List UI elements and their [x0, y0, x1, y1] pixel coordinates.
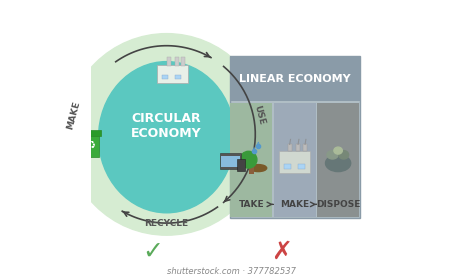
FancyBboxPatch shape: [221, 156, 240, 167]
Bar: [175, 75, 181, 79]
FancyBboxPatch shape: [220, 153, 241, 169]
Text: DISPOSE: DISPOSE: [316, 200, 360, 209]
Text: MAKE: MAKE: [66, 100, 82, 130]
Bar: [175, 57, 179, 66]
Text: TAKE: TAKE: [238, 200, 264, 209]
FancyBboxPatch shape: [81, 130, 101, 136]
FancyBboxPatch shape: [83, 134, 99, 157]
Bar: [284, 164, 291, 169]
Bar: [296, 144, 300, 151]
Text: ✗: ✗: [271, 240, 292, 264]
Text: ♻: ♻: [87, 139, 95, 149]
FancyBboxPatch shape: [230, 56, 360, 218]
Bar: [288, 144, 292, 151]
Bar: [181, 57, 185, 66]
FancyBboxPatch shape: [317, 103, 359, 217]
Ellipse shape: [334, 147, 342, 154]
Ellipse shape: [250, 165, 267, 172]
Ellipse shape: [326, 155, 351, 172]
Text: RECYCLE: RECYCLE: [145, 219, 188, 228]
FancyBboxPatch shape: [157, 65, 188, 83]
FancyBboxPatch shape: [237, 159, 245, 171]
Bar: [163, 75, 168, 79]
Text: MAKE: MAKE: [280, 200, 309, 209]
Ellipse shape: [339, 151, 349, 159]
Text: USE: USE: [252, 104, 266, 126]
FancyBboxPatch shape: [231, 103, 272, 217]
Bar: [167, 57, 171, 66]
Bar: [298, 164, 304, 169]
Circle shape: [240, 151, 257, 168]
Bar: [303, 144, 307, 151]
Ellipse shape: [327, 151, 338, 159]
Text: ✓: ✓: [142, 240, 163, 264]
Text: shutterstock.com · 377782537: shutterstock.com · 377782537: [166, 267, 296, 276]
Circle shape: [66, 34, 267, 235]
Text: CIRCULAR
ECONOMY: CIRCULAR ECONOMY: [131, 112, 202, 140]
Bar: [249, 162, 254, 174]
FancyBboxPatch shape: [280, 151, 310, 173]
Ellipse shape: [98, 62, 235, 213]
FancyBboxPatch shape: [274, 103, 316, 217]
FancyBboxPatch shape: [230, 56, 360, 101]
Text: LINEAR ECONOMY: LINEAR ECONOMY: [239, 74, 351, 84]
